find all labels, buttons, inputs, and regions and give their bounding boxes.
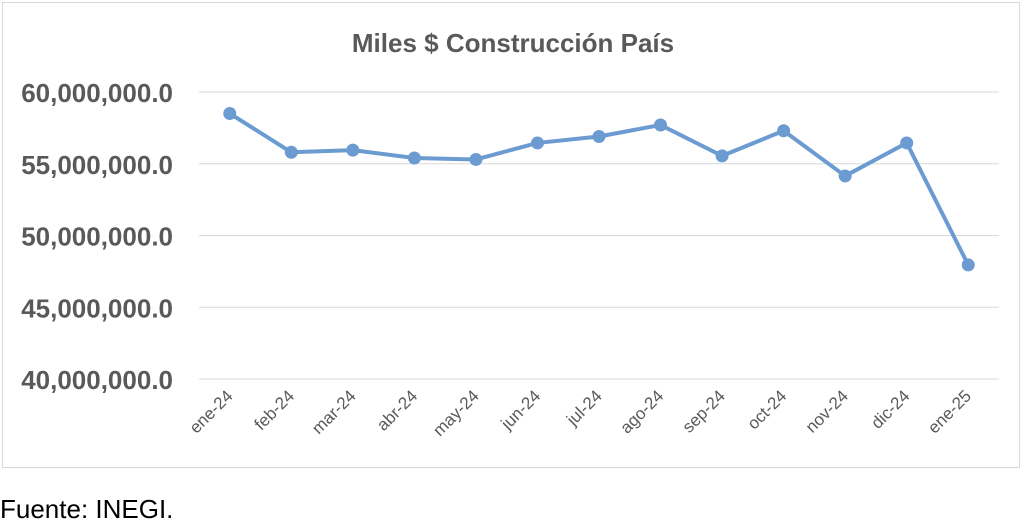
y-tick-label: 40,000,000.0 xyxy=(21,365,173,395)
data-point xyxy=(961,258,975,272)
chart-title: Miles $ Construcción País xyxy=(352,28,674,58)
x-tick-label: mar-24 xyxy=(308,386,360,438)
data-point xyxy=(715,149,729,163)
x-tick-label: jun-24 xyxy=(497,386,545,434)
data-point xyxy=(838,169,852,183)
x-tick-label: dic-24 xyxy=(867,386,913,432)
y-tick-label: 50,000,000.0 xyxy=(21,222,173,252)
y-tick-label: 45,000,000.0 xyxy=(21,293,173,323)
data-point xyxy=(777,124,791,138)
chart-frame: Miles $ Construcción País 40,000,000.0 45… xyxy=(2,2,1020,468)
y-tick-label: 60,000,000.0 xyxy=(21,78,173,108)
x-tick-label: jul-24 xyxy=(562,386,606,430)
data-point xyxy=(407,151,421,165)
x-tick-label: ene-24 xyxy=(186,386,237,437)
data-point xyxy=(469,152,483,166)
x-tick-label: oct-24 xyxy=(744,386,791,433)
data-point xyxy=(346,143,360,157)
data-point xyxy=(223,107,237,121)
data-point xyxy=(530,136,544,150)
series-layer xyxy=(223,107,975,272)
line-chart: Miles $ Construcción País 40,000,000.0 45… xyxy=(21,28,999,440)
data-point xyxy=(654,118,668,132)
y-tick-label: 55,000,000.0 xyxy=(21,150,173,180)
x-axis-ticks: ene-24 feb-24 mar-24 abr-24 may-24 jun-24 jul-… xyxy=(186,386,975,440)
data-point xyxy=(592,129,606,143)
data-point xyxy=(900,136,914,150)
x-tick-label: abr-24 xyxy=(373,386,421,434)
x-tick-label: nov-24 xyxy=(802,386,852,436)
x-tick-label: ago-24 xyxy=(616,386,667,437)
x-tick-label: ene-25 xyxy=(924,386,975,437)
x-tick-label: may-24 xyxy=(429,386,483,440)
data-point xyxy=(284,145,298,159)
x-tick-label: feb-24 xyxy=(251,386,299,434)
y-axis-ticks: 40,000,000.0 45,000,000.0 50,000,000.0 55,0… xyxy=(21,78,173,395)
x-tick-label: sep-24 xyxy=(679,386,729,436)
source-note: Fuente: INEGI. xyxy=(0,494,174,524)
